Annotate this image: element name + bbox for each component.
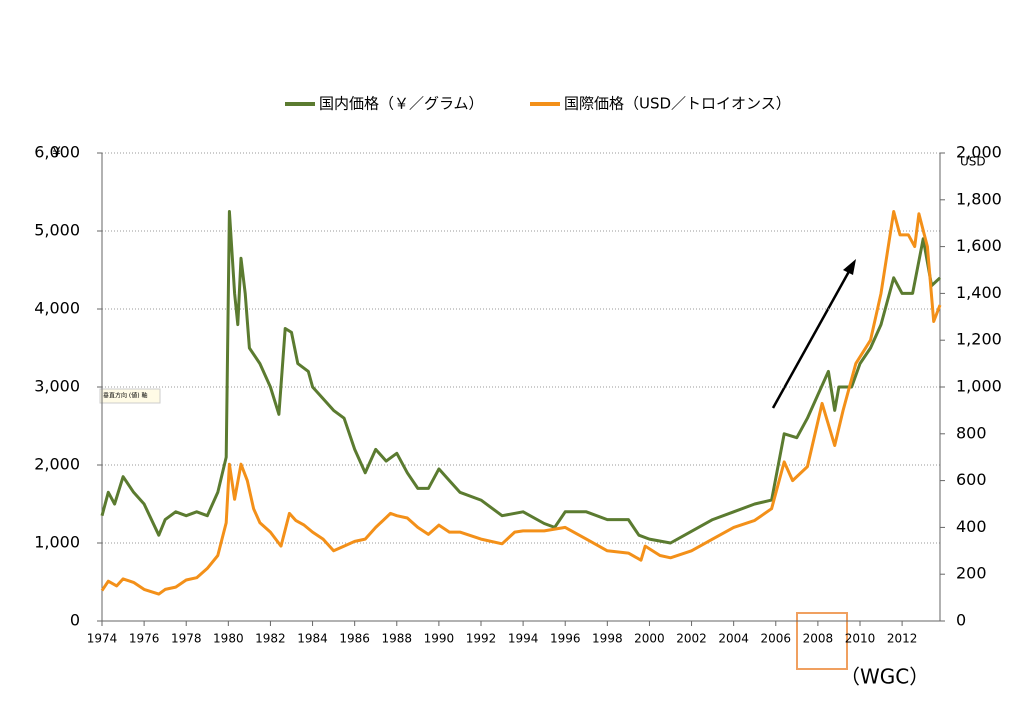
legend-label: 国際価格（USD／トロイオンス） xyxy=(564,95,791,113)
y-tick-label: 6,000 xyxy=(34,143,80,162)
series-line xyxy=(100,210,942,545)
legend-label: 国内価格（￥／グラム） xyxy=(319,95,484,113)
x-tick-label: 1994 xyxy=(508,632,539,646)
y2-tick-label: 1,600 xyxy=(956,236,1002,255)
y2-tick-label: 0 xyxy=(956,611,966,630)
highlight-box xyxy=(796,612,848,670)
y-tick-label: 0 xyxy=(70,611,80,630)
y-tick-label: 3,000 xyxy=(34,377,80,396)
trend-arrow xyxy=(771,265,854,409)
x-tick-label: 2000 xyxy=(634,632,665,646)
x-tick-label: 1988 xyxy=(382,632,413,646)
x-tick-label: 1990 xyxy=(424,632,455,646)
x-tick-label: 1986 xyxy=(339,632,370,646)
y-tick-label: 2,000 xyxy=(34,455,80,474)
x-tick-label: 1978 xyxy=(171,632,202,646)
x-tick-label: 1992 xyxy=(466,632,497,646)
x-tick-label: 1998 xyxy=(592,632,623,646)
x-tick-label: 2004 xyxy=(718,632,749,646)
source-annotation: （WGC） xyxy=(840,665,929,689)
y2-unit: USD xyxy=(960,155,986,169)
arrow-head xyxy=(843,259,856,275)
y2-tick-label: 400 xyxy=(956,517,987,536)
y2-tick-label: 1,800 xyxy=(956,189,1002,208)
y2-tick-label: 600 xyxy=(956,470,987,489)
x-tick-label: 2010 xyxy=(845,632,876,646)
y2-tick-label: 2,000 xyxy=(956,143,1002,162)
y2-tick-label: 200 xyxy=(956,564,987,583)
y2-tick-label: 1,400 xyxy=(956,283,1002,302)
x-tick-label: 2012 xyxy=(887,632,918,646)
tooltip: 垂直方向 (値) 軸 xyxy=(103,392,148,400)
x-tick-label: 1980 xyxy=(213,632,244,646)
tooltip-box xyxy=(99,388,161,404)
y2-tick-label: 800 xyxy=(956,423,987,442)
y2-tick-label: 1,200 xyxy=(956,330,1002,349)
x-tick-label: 1996 xyxy=(550,632,581,646)
x-tick-label: 1982 xyxy=(255,632,286,646)
x-tick-label: 2002 xyxy=(676,632,707,646)
y-tick-label: 5,000 xyxy=(34,221,80,240)
y-tick-label: 1,000 xyxy=(34,533,80,552)
x-tick-label: 2008 xyxy=(803,632,834,646)
series-line xyxy=(100,210,942,596)
x-tick-label: 1984 xyxy=(297,632,328,646)
x-tick-label: 1976 xyxy=(129,632,160,646)
x-tick-label: 2006 xyxy=(760,632,791,646)
y-tick-label: 4,000 xyxy=(34,299,80,318)
y2-tick-label: 1,000 xyxy=(956,377,1002,396)
x-tick-label: 1974 xyxy=(87,632,118,646)
y-unit: ¥ xyxy=(52,145,61,161)
